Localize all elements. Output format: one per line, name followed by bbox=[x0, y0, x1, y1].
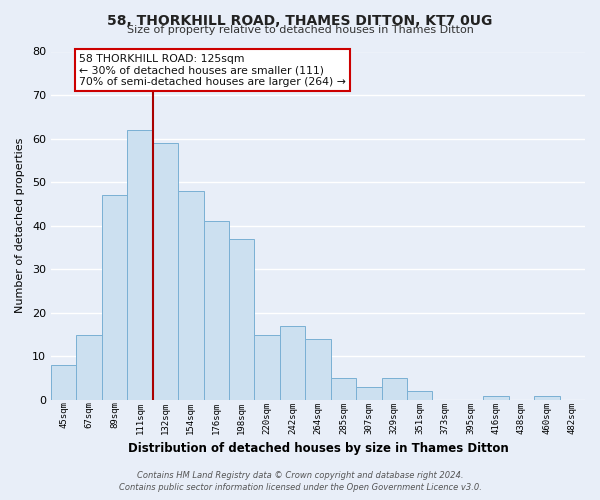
Text: Size of property relative to detached houses in Thames Ditton: Size of property relative to detached ho… bbox=[127, 25, 473, 35]
Bar bbox=[102, 196, 127, 400]
Bar bbox=[356, 387, 382, 400]
Bar bbox=[203, 222, 229, 400]
Bar bbox=[229, 239, 254, 400]
Bar bbox=[483, 396, 509, 400]
Bar bbox=[254, 334, 280, 400]
Bar bbox=[152, 143, 178, 400]
X-axis label: Distribution of detached houses by size in Thames Ditton: Distribution of detached houses by size … bbox=[128, 442, 508, 455]
Bar bbox=[178, 191, 203, 400]
Bar bbox=[51, 365, 76, 400]
Bar bbox=[76, 334, 102, 400]
Bar bbox=[534, 396, 560, 400]
Bar bbox=[305, 339, 331, 400]
Text: Contains HM Land Registry data © Crown copyright and database right 2024.
Contai: Contains HM Land Registry data © Crown c… bbox=[119, 471, 481, 492]
Bar bbox=[331, 378, 356, 400]
Y-axis label: Number of detached properties: Number of detached properties bbox=[15, 138, 25, 314]
Bar bbox=[280, 326, 305, 400]
Bar bbox=[407, 392, 433, 400]
Text: 58 THORKHILL ROAD: 125sqm
← 30% of detached houses are smaller (111)
70% of semi: 58 THORKHILL ROAD: 125sqm ← 30% of detac… bbox=[79, 54, 346, 87]
Bar bbox=[127, 130, 152, 400]
Text: 58, THORKHILL ROAD, THAMES DITTON, KT7 0UG: 58, THORKHILL ROAD, THAMES DITTON, KT7 0… bbox=[107, 14, 493, 28]
Bar bbox=[382, 378, 407, 400]
